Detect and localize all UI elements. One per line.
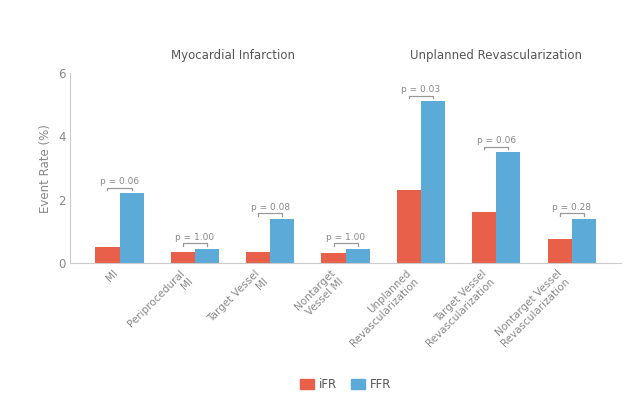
Bar	[195, 249, 219, 263]
Text: p = 1.00: p = 1.00	[175, 233, 214, 242]
Bar	[246, 252, 270, 263]
Text: Myocardial Infarction: Myocardial Infarction	[171, 49, 294, 62]
Bar	[171, 252, 195, 263]
Bar	[120, 194, 143, 263]
Text: p = 0.08: p = 0.08	[251, 202, 290, 211]
Y-axis label: Event Rate (%): Event Rate (%)	[40, 124, 52, 213]
Bar	[548, 239, 572, 263]
Bar	[397, 190, 421, 263]
Bar	[421, 102, 445, 263]
Bar	[321, 253, 346, 263]
Bar	[572, 219, 596, 263]
Text: p = 1.00: p = 1.00	[326, 233, 365, 242]
Text: p = 0.06: p = 0.06	[477, 136, 516, 145]
Text: p = 0.03: p = 0.03	[401, 85, 440, 94]
Bar	[472, 213, 496, 263]
Bar	[95, 247, 120, 263]
Text: p = 0.06: p = 0.06	[100, 177, 139, 186]
Bar	[270, 219, 294, 263]
Legend: iFR, FFR: iFR, FFR	[296, 374, 395, 394]
Text: Unplanned Revascularization: Unplanned Revascularization	[410, 49, 582, 62]
Bar	[346, 249, 370, 263]
Text: p = 0.28: p = 0.28	[552, 202, 591, 211]
Bar	[496, 152, 520, 263]
